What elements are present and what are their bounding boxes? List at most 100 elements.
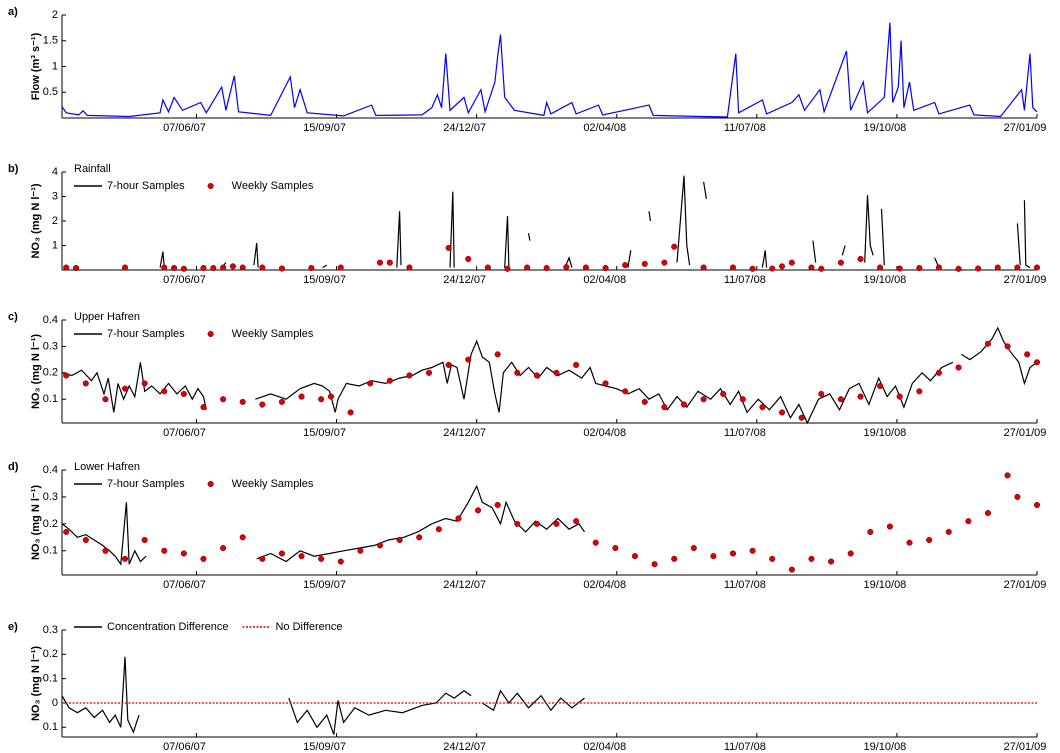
sample-point	[847, 550, 854, 557]
sample-point	[239, 534, 246, 541]
panel-label: c)	[8, 311, 18, 323]
sample-point	[121, 264, 129, 271]
x-tick-label: 11/07/08	[724, 741, 766, 753]
sample-point	[828, 558, 835, 565]
sample-point	[210, 264, 217, 272]
sample-point	[808, 555, 815, 562]
sample-point	[553, 520, 560, 527]
x-tick-label: 02/04/08	[583, 122, 626, 134]
legend-marker	[207, 330, 214, 338]
series-line	[61, 484, 585, 566]
sample-point	[984, 340, 992, 347]
x-tick-label: 24/12/07	[443, 579, 486, 591]
sample-point	[749, 547, 756, 554]
sample-point	[239, 264, 246, 271]
x-tick-label: 15/09/07	[303, 122, 346, 134]
x-tick-label: 02/04/08	[583, 427, 626, 439]
x-tick-label: 24/12/07	[443, 122, 486, 134]
sample-point	[680, 401, 688, 408]
x-tick-label: 24/12/07	[443, 427, 486, 439]
x-tick-label: 02/04/08	[583, 741, 626, 753]
sample-point	[121, 555, 129, 562]
sample-point	[82, 536, 89, 544]
sample-point	[180, 390, 187, 397]
sample-point	[769, 555, 776, 562]
y-axis-title: NO₃ (mg N l⁻¹)	[30, 485, 42, 560]
sample-point	[141, 380, 148, 387]
sample-point	[278, 265, 285, 272]
sample-point	[837, 259, 844, 266]
sample-point	[788, 259, 795, 266]
legend-label: Weekly Samples	[232, 328, 314, 340]
sample-point	[259, 555, 266, 562]
annotation: Upper Hafren	[74, 311, 140, 323]
x-tick-label: 11/07/08	[724, 427, 766, 439]
y-axis-title: NO₃ (mg N l⁻¹)	[30, 646, 42, 721]
sample-point	[445, 244, 452, 251]
sample-point	[318, 555, 325, 562]
sample-point	[298, 393, 305, 400]
series-line	[61, 656, 585, 735]
sample-point	[916, 264, 923, 272]
y-tick-label: 3	[52, 190, 58, 202]
sample-point	[612, 545, 619, 552]
x-tick-label: 02/04/08	[583, 274, 626, 286]
sample-point	[533, 372, 540, 379]
x-tick-label: 19/10/08	[863, 741, 906, 753]
x-tick-label: 15/09/07	[303, 579, 346, 591]
sample-point	[102, 547, 109, 554]
sample-point	[573, 518, 580, 525]
x-tick-label: 07/06/07	[163, 579, 206, 591]
x-tick-label: 27/01/09	[1004, 579, 1047, 591]
series-line	[61, 326, 1038, 425]
panel-label: e)	[8, 621, 18, 633]
sample-point	[278, 398, 285, 405]
series-line	[159, 175, 1031, 269]
sample-point	[63, 372, 70, 379]
sample-point	[200, 555, 207, 562]
sample-point	[700, 396, 707, 403]
sample-point	[475, 507, 482, 514]
sample-point	[367, 380, 374, 387]
x-tick-label: 27/01/09	[1004, 274, 1047, 286]
x-tick-label: 15/09/07	[303, 427, 346, 439]
sample-point	[965, 518, 972, 525]
y-tick-label: 0.1	[43, 545, 58, 557]
legend-label: 7-hour Samples	[107, 328, 185, 340]
legend-marker	[207, 182, 214, 190]
sample-point	[445, 361, 452, 368]
y-tick-label: 0.3	[43, 624, 58, 636]
y-tick-label: 2	[52, 215, 58, 227]
sample-point	[798, 414, 805, 421]
sample-point	[916, 388, 923, 395]
sample-point	[308, 264, 315, 272]
sample-point	[622, 388, 629, 395]
sample-point	[935, 369, 942, 376]
legend-marker	[207, 480, 214, 488]
annotation: Rainfall	[74, 163, 111, 175]
sample-point	[102, 396, 109, 403]
sample-point	[877, 264, 884, 271]
sample-point	[818, 390, 825, 397]
sample-point	[337, 264, 344, 271]
x-tick-label: 15/09/07	[303, 274, 346, 286]
y-axis-title: NO₃ (mg N l⁻¹)	[30, 183, 42, 258]
x-tick-label: 24/12/07	[443, 274, 486, 286]
sample-point	[386, 259, 393, 266]
sample-point	[857, 255, 864, 263]
sample-point	[220, 545, 227, 552]
sample-point	[935, 264, 942, 271]
sample-point	[200, 264, 207, 272]
sample-point	[514, 520, 521, 527]
sample-point	[141, 536, 148, 544]
y-axis-title: Flow (m³ s⁻¹)	[30, 32, 42, 100]
x-tick-label: 19/10/08	[863, 274, 906, 286]
sample-point	[906, 539, 913, 546]
sample-point	[955, 265, 962, 272]
sample-point	[1033, 264, 1041, 271]
sample-point	[406, 372, 413, 379]
sample-point	[788, 566, 795, 573]
sample-point	[504, 265, 511, 272]
sample-point	[229, 263, 236, 270]
sample-point	[808, 264, 815, 271]
